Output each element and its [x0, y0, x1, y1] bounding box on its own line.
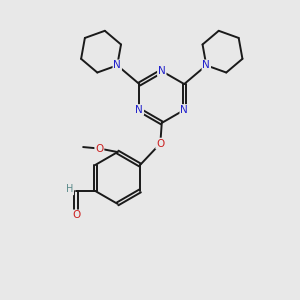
Text: N: N — [113, 60, 121, 70]
Text: N: N — [158, 66, 166, 76]
Text: N: N — [136, 105, 143, 115]
Text: H: H — [66, 184, 73, 194]
Text: O: O — [156, 139, 164, 148]
Text: O: O — [95, 143, 103, 154]
Text: O: O — [72, 210, 80, 220]
Text: N: N — [202, 60, 210, 70]
Text: N: N — [180, 105, 188, 115]
